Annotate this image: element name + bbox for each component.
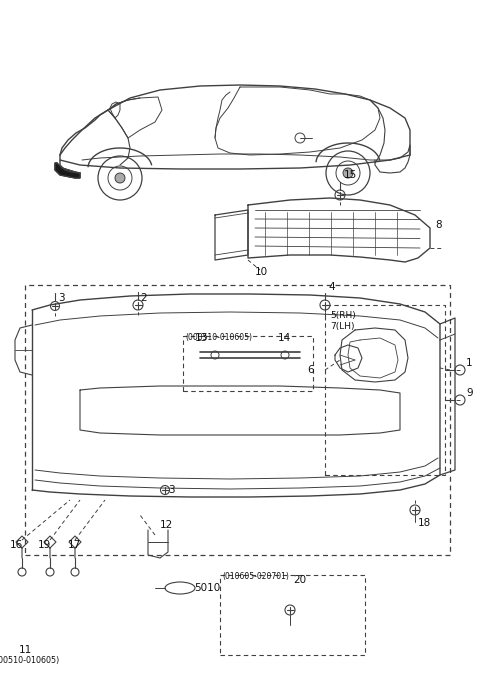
Bar	[25, 285, 450, 555]
Text: 20: 20	[293, 575, 306, 585]
Circle shape	[115, 173, 125, 183]
Text: 14: 14	[278, 333, 291, 343]
Text: 16: 16	[10, 540, 23, 550]
Text: 19: 19	[38, 540, 51, 550]
Text: 11: 11	[18, 645, 32, 655]
Text: 10: 10	[255, 267, 268, 277]
Text: 1: 1	[466, 358, 473, 368]
Text: 7(LH): 7(LH)	[330, 321, 355, 330]
Text: 8: 8	[435, 220, 442, 230]
Text: 4: 4	[328, 282, 335, 292]
Circle shape	[343, 168, 353, 178]
Polygon shape	[55, 163, 80, 178]
Bar	[220, 575, 365, 655]
Text: 13: 13	[195, 333, 208, 343]
Text: 3: 3	[168, 485, 175, 495]
Bar	[325, 305, 445, 475]
Text: 3: 3	[58, 293, 65, 303]
Text: 2: 2	[140, 293, 146, 303]
Text: (000510-010605): (000510-010605)	[0, 656, 60, 665]
Text: 9: 9	[466, 388, 473, 398]
Text: (010605-020701): (010605-020701)	[222, 571, 289, 580]
Text: 15: 15	[344, 170, 357, 180]
Text: 5(RH): 5(RH)	[330, 310, 356, 319]
Text: 12: 12	[160, 520, 173, 530]
Text: 5010: 5010	[194, 583, 220, 593]
Text: 6: 6	[307, 365, 313, 375]
Text: 18: 18	[418, 518, 431, 528]
Text: 17: 17	[68, 540, 81, 550]
Text: (000510-010605): (000510-010605)	[185, 332, 252, 341]
Bar	[183, 336, 313, 391]
